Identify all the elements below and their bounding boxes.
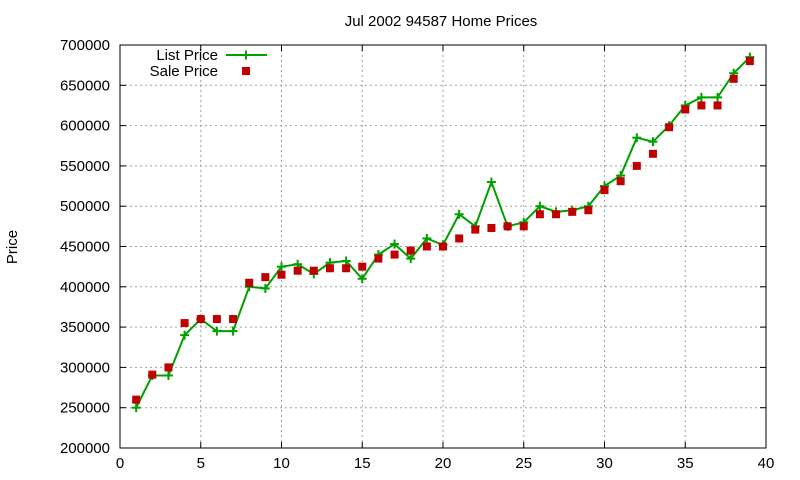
sale-price-point bbox=[293, 266, 302, 275]
sale-price-point bbox=[745, 57, 754, 66]
list-price-point bbox=[422, 233, 432, 243]
y-axis-label: Price bbox=[4, 230, 21, 264]
sale-price-point bbox=[439, 242, 447, 251]
sale-price-point bbox=[681, 105, 690, 114]
x-tick-label: 40 bbox=[758, 455, 775, 472]
sale-price-point bbox=[422, 242, 431, 251]
sale-price-point bbox=[309, 266, 318, 275]
sale-price-point bbox=[455, 234, 464, 243]
sale-price-point bbox=[358, 262, 367, 271]
sale-price-point bbox=[632, 161, 641, 170]
sale-price-point bbox=[552, 210, 561, 219]
sale-price-point bbox=[374, 254, 383, 263]
axis-ticks: 0 5 10 15 20 25 30 35 40 200000 250000 300000 350000… bbox=[60, 37, 774, 472]
y-tick-label: 300000 bbox=[60, 359, 110, 376]
sale-price-point bbox=[277, 270, 286, 279]
y-tick-label: 200000 bbox=[60, 440, 110, 457]
x-tick-label: 0 bbox=[116, 455, 124, 472]
sale-price-point bbox=[648, 149, 657, 158]
legend-label: List Price bbox=[156, 47, 218, 64]
x-tick-label: 35 bbox=[677, 455, 694, 472]
sale-price-point bbox=[616, 177, 625, 186]
list-price-point bbox=[713, 92, 723, 102]
y-tick-label: 700000 bbox=[60, 37, 110, 54]
list-price-point bbox=[163, 370, 173, 380]
sale-price-point bbox=[713, 101, 722, 110]
sale-price-point bbox=[390, 250, 399, 259]
x-tick-label: 30 bbox=[596, 455, 613, 472]
sale-price-point bbox=[229, 315, 238, 324]
sale-price-point bbox=[729, 74, 738, 83]
sale-price-point bbox=[665, 123, 674, 132]
x-tick-label: 15 bbox=[354, 455, 371, 472]
list-price-point bbox=[648, 137, 658, 147]
plot-frame bbox=[119, 44, 767, 449]
list-price-point bbox=[454, 209, 464, 219]
legend-marker bbox=[241, 50, 251, 60]
sale-price-point bbox=[212, 315, 221, 324]
sale-price-point bbox=[164, 363, 173, 372]
list-price-point bbox=[212, 326, 222, 336]
x-tick-label: 5 bbox=[197, 455, 205, 472]
y-tick-label: 250000 bbox=[60, 400, 110, 417]
legend-marker bbox=[242, 67, 250, 75]
list-price-point bbox=[131, 403, 141, 413]
sale-price-point bbox=[261, 273, 270, 282]
sale-price-point bbox=[697, 101, 706, 110]
sale-price-point bbox=[568, 207, 577, 216]
sale-price-point bbox=[503, 222, 512, 231]
sale-price-point bbox=[196, 315, 205, 324]
list-price-point bbox=[390, 239, 400, 249]
sale-price-point bbox=[519, 222, 528, 231]
list-price-point bbox=[260, 283, 270, 293]
sale-price-point bbox=[535, 210, 544, 219]
sale-price-point bbox=[180, 319, 189, 328]
y-tick-label: 450000 bbox=[60, 239, 110, 256]
list-price-point bbox=[406, 254, 416, 264]
x-tick-label: 10 bbox=[273, 455, 290, 472]
x-tick-label: 20 bbox=[435, 455, 452, 472]
sale-price-point bbox=[600, 186, 609, 195]
sale-price-point bbox=[471, 225, 480, 234]
sale-price-point bbox=[132, 395, 141, 404]
sale-price-point bbox=[342, 264, 351, 273]
x-tick-label: 25 bbox=[515, 455, 532, 472]
list-price-point bbox=[228, 326, 238, 336]
list-price-point bbox=[535, 201, 545, 211]
sale-price-point bbox=[584, 206, 593, 215]
list-price-point bbox=[696, 92, 706, 102]
y-tick-label: 600000 bbox=[60, 118, 110, 135]
list-price-point bbox=[357, 274, 367, 284]
series-sale-price bbox=[132, 57, 754, 404]
list-price-point bbox=[486, 177, 496, 187]
list-price-point bbox=[341, 256, 351, 266]
chart-title: Jul 2002 94587 Home Prices bbox=[345, 13, 538, 30]
y-tick-label: 350000 bbox=[60, 319, 110, 336]
sale-price-point bbox=[406, 246, 415, 255]
list-price-point bbox=[632, 133, 642, 143]
y-tick-label: 500000 bbox=[60, 198, 110, 215]
sale-price-point bbox=[148, 370, 157, 379]
list-price-point bbox=[180, 330, 190, 340]
sale-price-point bbox=[487, 223, 496, 232]
y-tick-label: 650000 bbox=[60, 77, 110, 94]
y-tick-label: 400000 bbox=[60, 279, 110, 296]
sale-price-point bbox=[245, 278, 254, 287]
data-series bbox=[131, 52, 755, 413]
y-tick-label: 550000 bbox=[60, 158, 110, 175]
sale-price-point bbox=[325, 264, 334, 273]
list-price-point bbox=[277, 262, 286, 272]
legend-label: Sale Price bbox=[150, 63, 218, 80]
